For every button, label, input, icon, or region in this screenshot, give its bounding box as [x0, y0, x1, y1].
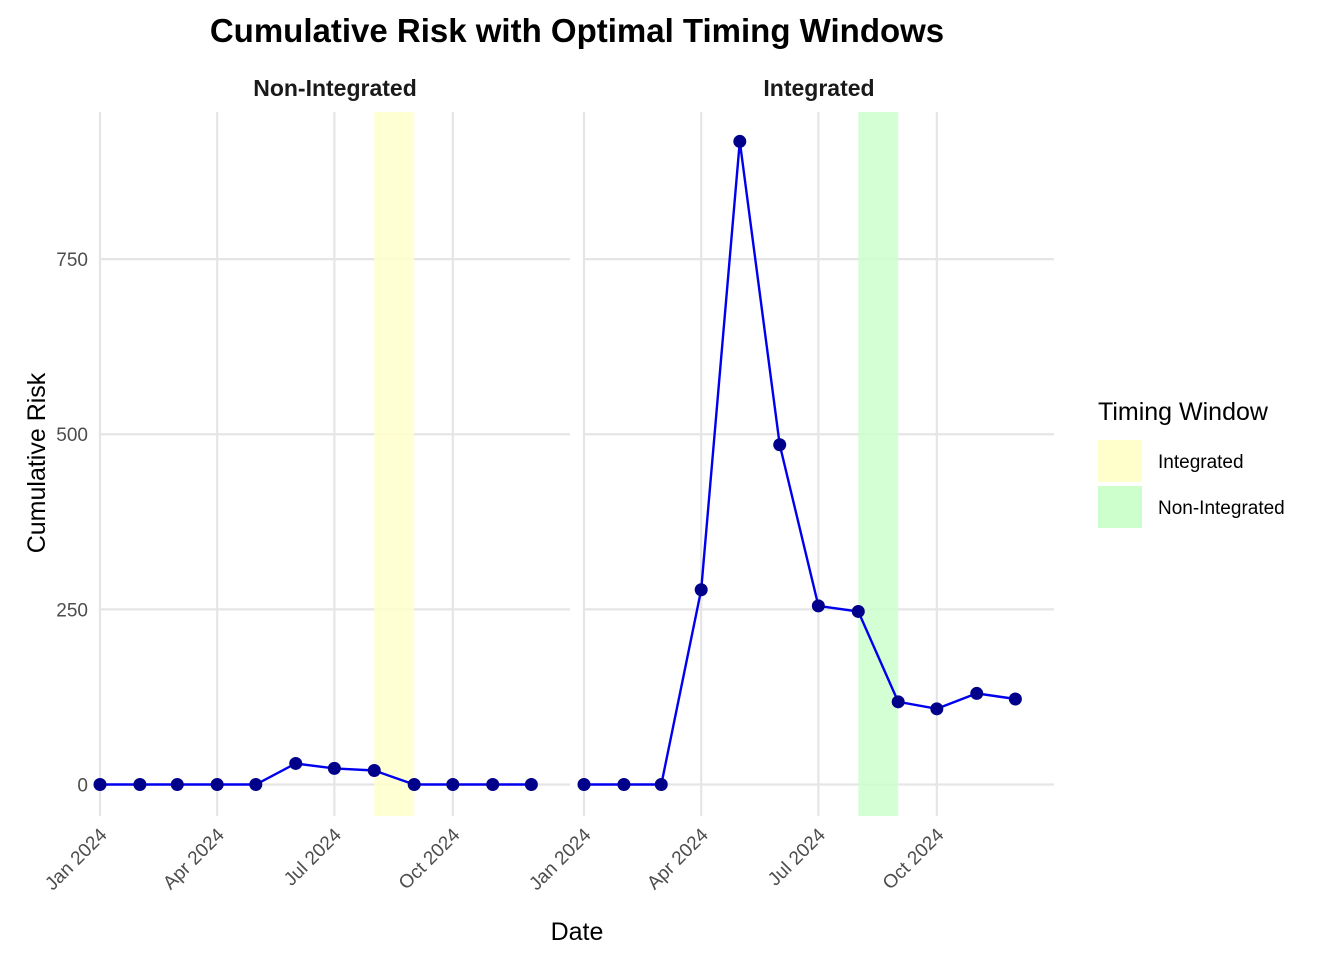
x-tick-label: Oct 2024 [879, 824, 949, 894]
data-point [407, 777, 421, 791]
data-point [891, 695, 905, 709]
y-tick-label: 250 [56, 600, 88, 621]
data-point [93, 777, 107, 791]
data-point [851, 604, 865, 618]
x-tick-label: Jan 2024 [41, 824, 111, 894]
facet-panel-1: Non-Integrated Jan 2024 Apr 2024 Jul 2024 Oc… [41, 75, 570, 895]
legend-key [1098, 486, 1142, 528]
y-axis-title: Cumulative Risk [23, 372, 51, 553]
data-point [577, 777, 591, 791]
facet-strip-label: Integrated [763, 75, 874, 101]
data-point [654, 777, 668, 791]
data-point [133, 777, 147, 791]
legend-label: Integrated [1158, 452, 1244, 473]
legend: Timing Window Integrated Non-Integrated [1098, 398, 1285, 528]
x-tick-label: Jul 2024 [764, 824, 830, 890]
data-point [930, 702, 944, 716]
x-tick-label: Jul 2024 [280, 824, 346, 890]
x-tick-label: Oct 2024 [395, 824, 465, 894]
data-point [524, 777, 538, 791]
data-point [210, 777, 224, 791]
legend-title: Timing Window [1098, 398, 1269, 426]
data-point [486, 777, 500, 791]
data-point [446, 777, 460, 791]
data-point [249, 777, 263, 791]
timing-window-band [374, 112, 415, 816]
legend-label: Non-Integrated [1158, 498, 1285, 519]
data-point [289, 756, 303, 770]
facet-strip-label: Non-Integrated [253, 75, 417, 101]
legend-key [1098, 440, 1142, 482]
data-point [617, 777, 631, 791]
series-line [100, 762, 532, 786]
data-point [733, 134, 747, 148]
data-point [1008, 692, 1022, 706]
series-line [584, 141, 1016, 786]
data-point [773, 438, 787, 452]
x-tick-label: Apr 2024 [159, 824, 229, 894]
facet-panels: Non-Integrated Jan 2024 Apr 2024 Jul 2024 Oc… [41, 75, 1054, 895]
chart-title: Cumulative Risk with Optimal Timing Wind… [210, 12, 944, 49]
data-point [170, 777, 184, 791]
x-axis-title: Date [551, 918, 604, 946]
data-point [694, 583, 708, 597]
x-tick-label: Jan 2024 [525, 824, 595, 894]
y-tick-label: 750 [56, 250, 88, 271]
data-point [970, 686, 984, 700]
data-point [327, 761, 341, 775]
data-point [811, 599, 825, 613]
x-tick-label: Apr 2024 [643, 824, 713, 894]
facet-panel-2: Integrated Jan 2024 Apr 2024 Jul 2024 Oct 20… [525, 75, 1054, 895]
data-point [367, 763, 381, 777]
y-tick-label: 0 [77, 775, 88, 796]
timing-window-band [858, 112, 899, 816]
y-tick-label: 500 [56, 425, 88, 446]
